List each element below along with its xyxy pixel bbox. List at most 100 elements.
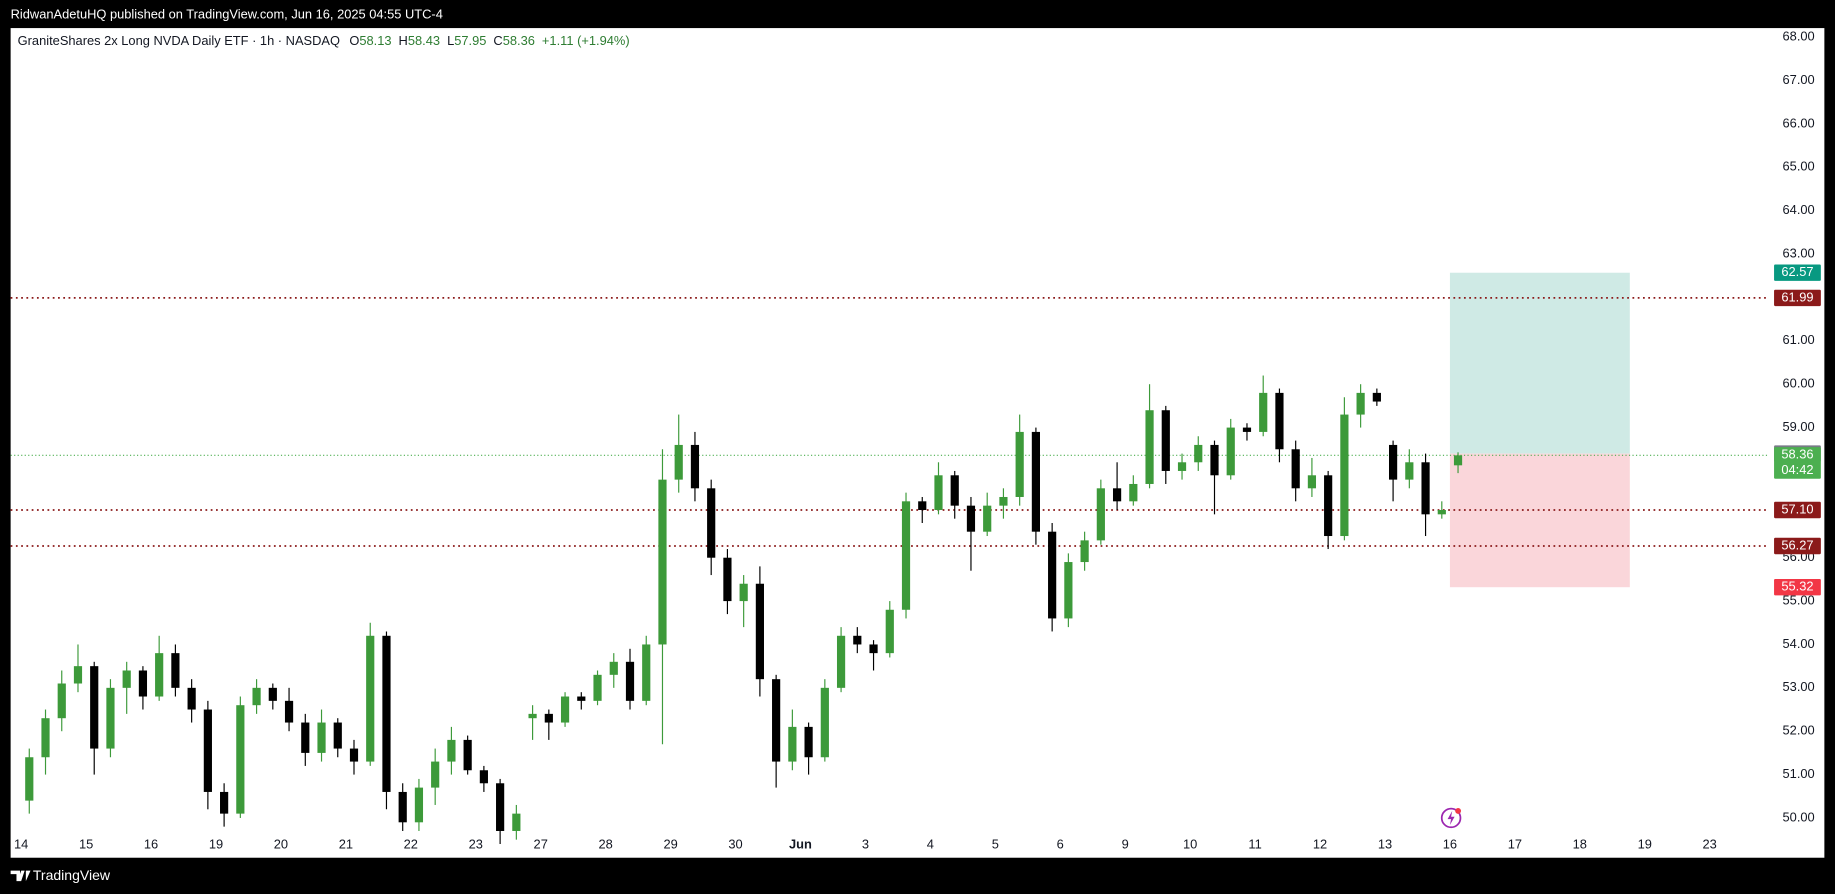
x-tick-label: 9	[1122, 836, 1129, 851]
candle-body	[203, 709, 212, 792]
watermark-icon	[1440, 807, 1462, 829]
x-tick-label: 30	[728, 836, 742, 851]
candle-body	[658, 479, 667, 645]
candle-body	[853, 635, 862, 645]
candle-body	[252, 687, 261, 706]
legend-value: 58.36	[503, 34, 535, 49]
y-tick-label: 65.00	[1783, 159, 1815, 174]
candle-body	[1453, 455, 1463, 466]
candle-body	[512, 813, 521, 831]
candle-body	[1405, 462, 1414, 480]
level-label-bg	[1774, 289, 1821, 307]
x-tick-label: 21	[339, 836, 353, 851]
candle-body	[723, 557, 732, 602]
candle-body	[284, 700, 294, 723]
chart-title: GraniteShares 2x Long NVDA Daily ETF · 1…	[18, 34, 340, 49]
candle-body	[983, 505, 992, 532]
candle-body	[1324, 475, 1333, 537]
candle-body	[301, 722, 310, 753]
candle-body	[1307, 475, 1317, 489]
y-tick-label: 51.00	[1783, 766, 1815, 781]
last-price-label: 58.36	[1781, 447, 1813, 462]
candle-body	[707, 488, 716, 558]
candle-body	[187, 687, 196, 710]
x-tick-label: 10	[1183, 836, 1197, 851]
candle-body	[57, 683, 66, 719]
candle-body	[674, 444, 683, 480]
candle-body	[317, 722, 326, 753]
candle-body	[625, 661, 635, 701]
candle-body	[1015, 431, 1024, 497]
y-tick-label: 68.00	[1783, 29, 1815, 44]
candle-body	[268, 687, 277, 701]
x-tick-label: Jun	[789, 836, 812, 851]
candle-body	[788, 726, 797, 762]
candle-body	[1112, 488, 1122, 502]
candle-body	[755, 583, 764, 680]
x-tick-label: 19	[209, 836, 223, 851]
y-tick-label: 59.00	[1783, 419, 1815, 434]
target-label: 62.57	[1781, 264, 1813, 279]
x-tick-label: 20	[274, 836, 288, 851]
legend-key: C	[493, 34, 502, 49]
candle-body	[463, 739, 472, 771]
candle-body	[366, 635, 375, 762]
candle-body	[1080, 540, 1089, 563]
candle-body	[1389, 444, 1398, 480]
candle-body	[382, 635, 391, 792]
y-tick-label: 63.00	[1783, 245, 1815, 260]
x-tick-label: 19	[1638, 836, 1652, 851]
candle-body	[155, 653, 164, 697]
candle-body	[528, 713, 537, 719]
candle-body	[1194, 444, 1203, 463]
x-tick-label: 6	[1057, 836, 1064, 851]
x-tick-label: 3	[862, 836, 869, 851]
candle-body	[25, 757, 34, 801]
candle-body	[1275, 392, 1284, 450]
level-label-bg	[1774, 501, 1821, 519]
x-tick-label: 29	[663, 836, 677, 851]
publisher-line: RidwanAdetuHQ published on TradingView.c…	[11, 7, 443, 22]
candle-body	[496, 783, 505, 831]
candle-body	[220, 791, 229, 814]
y-tick-label: 50.00	[1783, 809, 1815, 824]
candle-body	[414, 787, 424, 823]
candle-body	[431, 761, 440, 788]
candle-body	[966, 505, 976, 532]
candle-body	[1129, 483, 1138, 502]
x-tick-label: 28	[598, 836, 612, 851]
candle-body	[1064, 562, 1073, 619]
candle-body	[90, 666, 99, 749]
x-tick-label: 13	[1378, 836, 1392, 851]
brand-logo	[10, 870, 31, 882]
candle-body	[1096, 488, 1105, 541]
candle-body	[918, 501, 927, 510]
candle-body	[836, 635, 846, 688]
candle-body	[1242, 427, 1252, 432]
level-label-bg	[1774, 537, 1821, 555]
target-zone	[1449, 272, 1630, 454]
candle-body	[1048, 531, 1057, 619]
level-label: 61.99	[1781, 289, 1813, 304]
y-tick-label: 60.00	[1783, 376, 1815, 391]
x-tick-label: 23	[1703, 836, 1717, 851]
candle-body	[1259, 392, 1268, 432]
candle-body	[560, 696, 570, 723]
candle-body	[236, 705, 245, 814]
candle-body	[106, 687, 115, 749]
x-tick-label: 14	[14, 836, 28, 851]
x-tick-label: 17	[1508, 836, 1522, 851]
legend-key: L	[447, 34, 454, 49]
candle-body	[1210, 444, 1219, 476]
brand: TradingView	[33, 867, 111, 883]
legend-value: 57.95	[454, 34, 486, 49]
y-tick-label: 66.00	[1783, 115, 1815, 130]
candle-body	[885, 609, 894, 654]
y-tick-label: 55.00	[1783, 592, 1815, 607]
countdown: 04:42	[1781, 462, 1813, 477]
candle-body	[73, 666, 83, 684]
level-label: 56.27	[1781, 537, 1813, 552]
y-tick-label: 52.00	[1783, 723, 1815, 738]
